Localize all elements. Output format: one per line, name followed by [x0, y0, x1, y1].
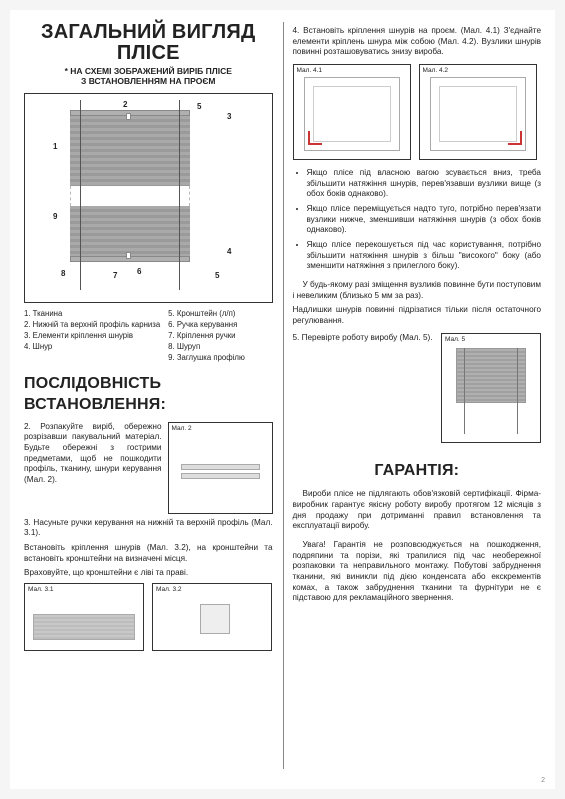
step-3b: Встановіть кріплення шнурів (Мал. 3.2), … [24, 543, 273, 564]
adjustment-bullets: Якщо плісе під власною вагою зсувається … [293, 168, 542, 276]
after-bullets-2: Надлишки шнурів повинні підрізатися тіль… [293, 305, 542, 326]
callout-4: 4 [227, 247, 231, 257]
page: ЗАГАЛЬНИЙ ВИГЛЯД ПЛІСЕ * НА СХЕМІ ЗОБРАЖ… [10, 10, 555, 789]
legend-col-right: 5. Кронштейн (л/п) 6. Ручка керування 7.… [168, 309, 245, 365]
callout-2: 2 [123, 100, 127, 110]
legend-item: 9. Заглушка профілю [168, 353, 245, 363]
title-line2: ПЛІСЕ [117, 42, 180, 64]
legend-col-left: 1. Тканина 2. Нижній та верхній профіль … [24, 309, 160, 365]
figure-4-2-label: Мал. 4.2 [423, 67, 449, 75]
blind-illustration [70, 110, 190, 262]
step-3a: 3. Насуньте ручки керування на нижній та… [24, 518, 273, 539]
figures-4-row: Мал. 4.1 Мал. 4.2 [293, 64, 542, 160]
step-2-row: 2. Розпакуйте виріб, обережно розрізавши… [24, 422, 273, 514]
title-subnote: * НА СХЕМІ ЗОБРАЖЕНИЙ ВИРІБ ПЛІСЕ З ВСТА… [24, 67, 273, 87]
main-title: ЗАГАЛЬНИЙ ВИГЛЯД ПЛІСЕ [24, 22, 273, 64]
step-3c: Враховуйте, що кронштейни є ліві та прав… [24, 568, 273, 579]
figure-4-1-label: Мал. 4.1 [297, 67, 323, 75]
figure-4-2: Мал. 4.2 [419, 64, 537, 160]
figure-3-1: Мал. 3.1 [24, 583, 144, 651]
callout-8: 8 [61, 269, 65, 279]
figure-4-1: Мал. 4.1 [293, 64, 411, 160]
legend-item: 3. Елементи кріплення шнурів [24, 331, 160, 341]
warranty-p1: Вироби плісе не підлягають обов'язковій … [293, 489, 542, 532]
step-5-row: 5. Перевірте роботу виробу (Мал. 5). Мал… [293, 333, 542, 443]
figure-2-label: Мал. 2 [172, 425, 192, 433]
after-bullets-1: У будь-якому разі зміщення вузликів пови… [293, 280, 542, 301]
figure-3-2-label: Мал. 3.2 [156, 586, 182, 594]
legend-item: 6. Ручка керування [168, 320, 245, 330]
legend: 1. Тканина 2. Нижній та верхній профіль … [24, 309, 273, 365]
bullet-item: Якщо плісе під власною вагою зсувається … [307, 168, 542, 200]
figure-5: Мал. 5 [441, 333, 541, 443]
install-sequence-title: ПОСЛІДОВНІСТЬ ВСТАНОВЛЕННЯ: [24, 374, 273, 416]
step-4-text: 4. Встановіть кріплення шнурів на проєм.… [293, 26, 542, 58]
step-2-text: 2. Розпакуйте виріб, обережно розрізавши… [24, 422, 162, 514]
figure-2: Мал. 2 [168, 422, 273, 514]
overview-diagram: 1 2 3 5 9 8 7 6 5 4 [24, 93, 273, 303]
callout-7: 7 [113, 271, 117, 281]
callout-1: 1 [53, 142, 57, 152]
figure-5-label: Мал. 5 [445, 336, 465, 344]
figure-3-2: Мал. 3.2 [152, 583, 272, 651]
callout-9: 9 [53, 212, 57, 222]
warranty-p2: Увага! Гарантія не розповсюджується на п… [293, 540, 542, 604]
bullet-item: Якщо плісе перекошується під час користу… [307, 240, 542, 272]
legend-item: 7. Кріплення ручки [168, 331, 245, 341]
legend-item: 4. Шнур [24, 342, 160, 352]
page-number: 2 [541, 776, 545, 785]
callout-3: 3 [227, 112, 231, 122]
legend-item: 5. Кронштейн (л/п) [168, 309, 245, 319]
right-column: 4. Встановіть кріплення шнурів на проєм.… [283, 22, 542, 779]
step-5-text: 5. Перевірте роботу виробу (Мал. 5). [293, 333, 434, 344]
warranty-title: ГАРАНТІЯ: [293, 461, 542, 482]
subnote-line2: З ВСТАНОВЛЕННЯМ НА ПРОЄМ [81, 76, 215, 86]
legend-item: 1. Тканина [24, 309, 160, 319]
figure-3-1-label: Мал. 3.1 [28, 586, 54, 594]
step-2-paragraph: 2. Розпакуйте виріб, обережно розрізавши… [24, 422, 162, 486]
subnote-line1: * НА СХЕМІ ЗОБРАЖЕНИЙ ВИРІБ ПЛІСЕ [65, 66, 232, 76]
bullet-item: Якщо плісе переміщується надто туго, пот… [307, 204, 542, 236]
callout-5: 5 [197, 102, 201, 112]
legend-item: 2. Нижній та верхній профіль карниза [24, 320, 160, 330]
legend-item: 8. Шуруп [168, 342, 245, 352]
callout-5b: 5 [215, 271, 219, 281]
title-line1: ЗАГАЛЬНИЙ ВИГЛЯД [41, 21, 255, 43]
callout-6: 6 [137, 267, 141, 277]
figures-3-row: Мал. 3.1 Мал. 3.2 [24, 583, 273, 651]
column-divider [283, 22, 284, 769]
left-column: ЗАГАЛЬНИЙ ВИГЛЯД ПЛІСЕ * НА СХЕМІ ЗОБРАЖ… [24, 22, 283, 779]
